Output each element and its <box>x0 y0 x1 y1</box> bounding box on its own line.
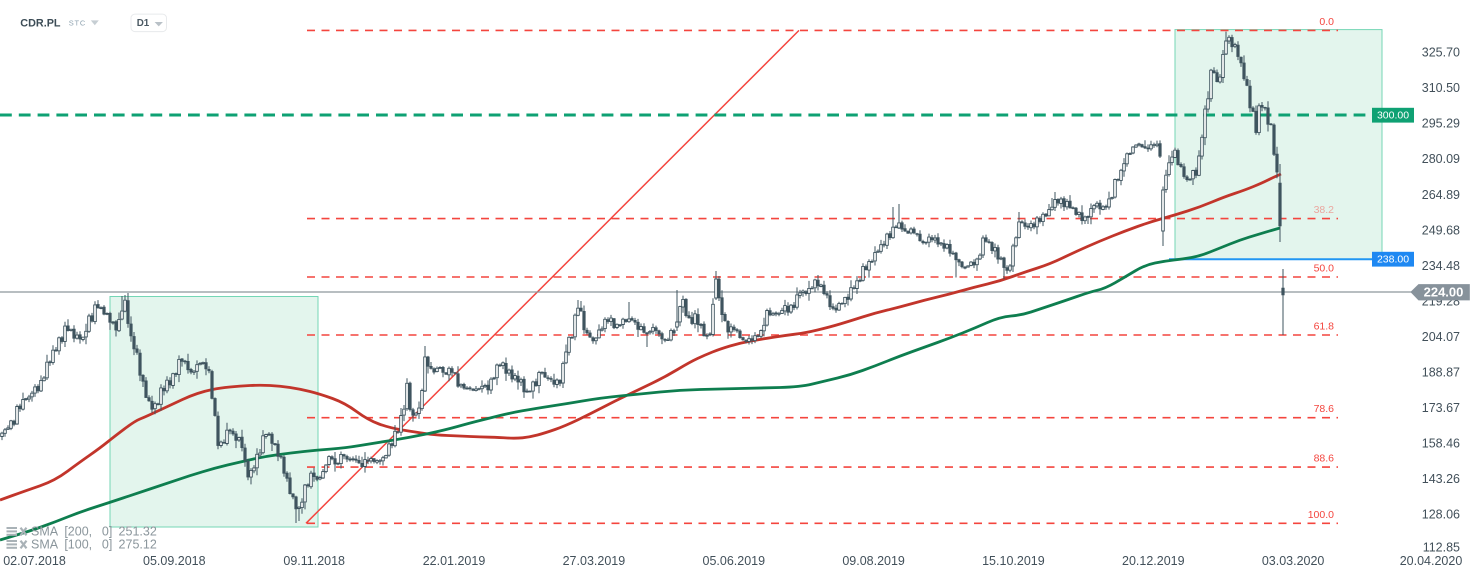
svg-text:204.07: 204.07 <box>1422 330 1460 344</box>
svg-text:STC: STC <box>69 19 86 28</box>
svg-text:224.00: 224.00 <box>1424 284 1464 299</box>
svg-text:264.89: 264.89 <box>1422 188 1460 202</box>
svg-text:20.12.2019: 20.12.2019 <box>1122 554 1185 568</box>
svg-text:SMA [200, 0] 251.32: SMA [200, 0] 251.32 <box>31 524 157 538</box>
svg-text:38.2: 38.2 <box>1314 204 1335 216</box>
svg-text:310.50: 310.50 <box>1422 81 1460 95</box>
svg-text:234.48: 234.48 <box>1422 259 1460 273</box>
svg-text:27.03.2019: 27.03.2019 <box>563 554 626 568</box>
svg-text:100.0: 100.0 <box>1308 509 1334 521</box>
svg-text:238.00: 238.00 <box>1377 254 1409 266</box>
svg-text:09.11.2018: 09.11.2018 <box>283 554 345 568</box>
svg-text:280.09: 280.09 <box>1422 152 1460 166</box>
svg-text:78.6: 78.6 <box>1314 403 1335 415</box>
svg-text:05.06.2019: 05.06.2019 <box>703 554 766 568</box>
svg-text:128.06: 128.06 <box>1422 508 1460 522</box>
svg-text:20.04.2020: 20.04.2020 <box>1400 554 1463 568</box>
svg-text:03.03.2020: 03.03.2020 <box>1262 554 1325 568</box>
svg-text:249.68: 249.68 <box>1422 223 1460 237</box>
svg-text:112.85: 112.85 <box>1423 540 1460 554</box>
svg-text:158.46: 158.46 <box>1422 436 1460 450</box>
svg-text:22.01.2019: 22.01.2019 <box>423 554 486 568</box>
svg-text:SMA [100, 0] 275.12: SMA [100, 0] 275.12 <box>31 537 157 551</box>
svg-text:300.00: 300.00 <box>1377 110 1409 122</box>
svg-text:CDR.PL: CDR.PL <box>20 17 61 29</box>
svg-text:D1: D1 <box>137 18 150 29</box>
svg-text:188.87: 188.87 <box>1422 365 1460 379</box>
svg-text:05.09.2018: 05.09.2018 <box>143 554 206 568</box>
svg-text:09.08.2019: 09.08.2019 <box>842 554 905 568</box>
svg-text:143.26: 143.26 <box>1422 472 1460 486</box>
svg-text:50.0: 50.0 <box>1314 263 1335 275</box>
svg-text:0.0: 0.0 <box>1319 16 1334 28</box>
svg-text:61.8: 61.8 <box>1314 321 1335 333</box>
svg-text:88.6: 88.6 <box>1314 453 1335 465</box>
svg-text:325.70: 325.70 <box>1422 46 1460 60</box>
svg-text:295.29: 295.29 <box>1422 117 1460 131</box>
svg-text:02.07.2018: 02.07.2018 <box>3 554 66 568</box>
svg-text:15.10.2019: 15.10.2019 <box>982 554 1045 568</box>
svg-text:173.67: 173.67 <box>1422 401 1460 415</box>
